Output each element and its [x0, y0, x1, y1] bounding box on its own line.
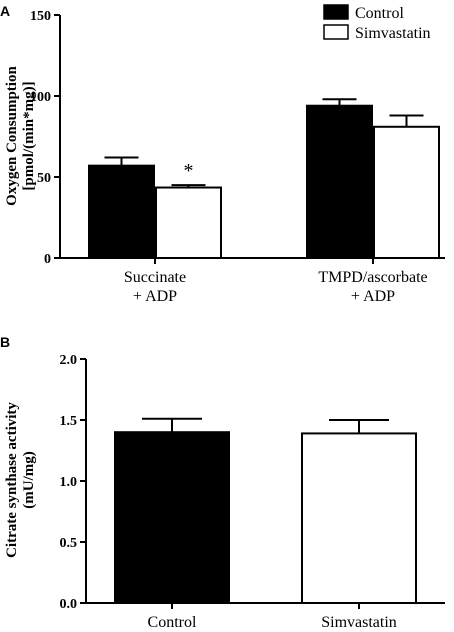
panel-a-bar-s0-c0 [88, 164, 155, 259]
panel-a-ytick-label-1: 50 [37, 171, 51, 186]
panel-b-bar-0 [114, 431, 230, 605]
legend-swatch-simvastatin [323, 24, 349, 40]
legend-swatch-control [323, 4, 349, 20]
panel-a-xtick-label-1-1: + ADP [351, 288, 395, 305]
panel-b-ytick-label-4: 2.0 [60, 353, 78, 368]
panel-a-legend: Control Simvastatin [323, 4, 431, 42]
panel-b-xtick-label-0: Control [148, 614, 197, 631]
legend-label-simvastatin: Simvastatin [355, 25, 431, 42]
panel-a-ylabel-line1: Oxygen Consumption [4, 66, 20, 206]
panel-b-ytick-label-0: 0.0 [60, 597, 78, 612]
panel-b-ytick-label-1: 0.5 [60, 536, 78, 551]
panel-a-ylabel-line2: [pmol/(min*mg)] [21, 81, 37, 190]
panel-a-letter: A [0, 3, 10, 19]
panel-b-ytick-label-2: 1.0 [60, 475, 78, 490]
panel-b-xtick-label-1: Simvastatin [321, 614, 397, 631]
panel-a-bar-s0-c1 [306, 104, 373, 259]
panel-b: B Citrate synthase activity (mU/mg) 0.00… [0, 334, 445, 631]
panel-b-ylabel-line2: (mU/mg) [21, 451, 37, 508]
panel-a: A Oxygen Consumption [pmol/(min*mg)] Con… [0, 3, 445, 305]
panel-b-ylabel-line1: Citrate synthase activity [4, 402, 20, 558]
panel-a-plot: 0 50 100 150 Succinate + ADP TMPD/ascorbate + A… [30, 9, 445, 305]
panel-a-xtick-label-1-0: TMPD/ascorbate [318, 269, 427, 286]
panel-a-xtick-label-0-1: + ADP [133, 288, 177, 305]
panel-a-bar-s1-c0 [155, 186, 222, 259]
panel-b-ytick-label-3: 1.5 [60, 414, 78, 429]
legend-label-control: Control [355, 5, 404, 22]
panel-b-plot: 0.0 0.5 1.0 1.5 2.0 Control Simvastatin [60, 353, 445, 631]
panel-a-xtick-label-0-0: Succinate [124, 269, 186, 286]
panel-a-annotation-0: * [184, 160, 194, 182]
panel-b-letter: B [0, 334, 10, 350]
panel-a-ytick-label-2: 100 [30, 90, 51, 105]
panel-b-bar-1 [301, 432, 417, 605]
panel-a-ytick-label-3: 150 [30, 9, 51, 24]
panel-a-ytick-label-0: 0 [44, 252, 51, 267]
panel-a-bar-s1-c1 [373, 125, 440, 259]
